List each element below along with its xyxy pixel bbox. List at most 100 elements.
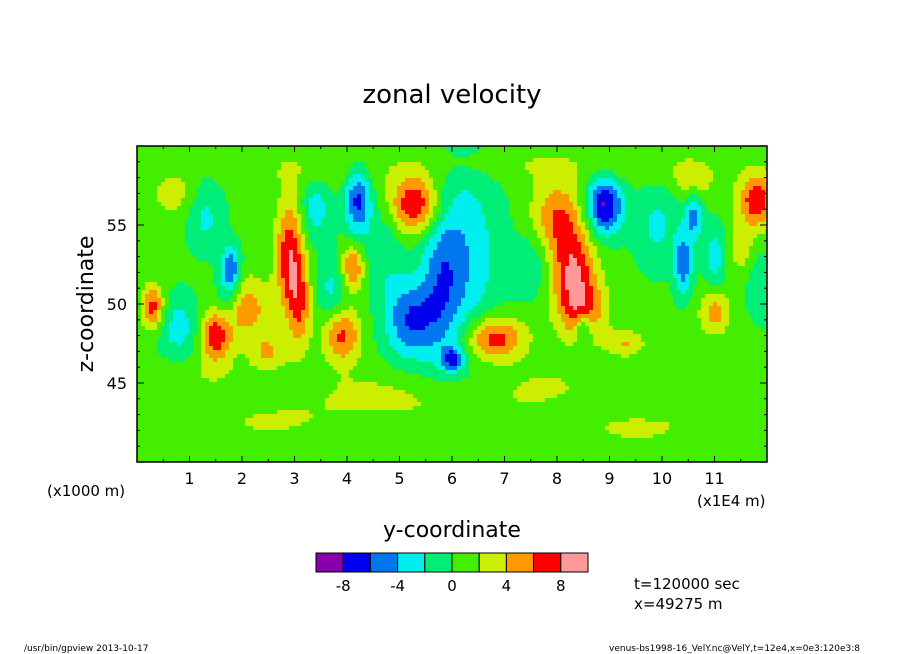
contour-cell (305, 162, 309, 166)
contour-cell (585, 246, 589, 250)
contour-cell (441, 190, 445, 194)
contour-cell (589, 230, 593, 234)
contour-cell (409, 234, 413, 238)
contour-cell (653, 158, 657, 162)
contour-cell (493, 174, 497, 178)
contour-cell (621, 266, 625, 270)
contour-cell (745, 210, 749, 214)
contour-cell (661, 198, 665, 202)
contour-cell (385, 258, 389, 262)
contour-cell (169, 266, 173, 270)
contour-cell (673, 250, 677, 254)
contour-cell (369, 222, 373, 226)
contour-cell (609, 190, 613, 194)
contour-cell (509, 258, 513, 262)
contour-cell (605, 194, 609, 198)
contour-cell (629, 158, 633, 162)
contour-cell (673, 246, 677, 250)
contour-cell (229, 254, 233, 258)
contour-cell (649, 198, 653, 202)
contour-cell (253, 210, 257, 214)
contour-cell (405, 266, 409, 270)
contour-cell (329, 246, 333, 250)
contour-cell (457, 182, 461, 186)
contour-cell (513, 246, 517, 250)
contour-cell (461, 182, 465, 186)
contour-cell (373, 150, 377, 154)
contour-cell (533, 178, 537, 182)
contour-cell (441, 206, 445, 210)
contour-cell (621, 166, 625, 170)
contour-cell (669, 214, 673, 218)
contour-cell (645, 178, 649, 182)
contour-cell (521, 158, 525, 162)
contour-cell (153, 178, 157, 182)
contour-cell (165, 230, 169, 234)
contour-cell (193, 226, 197, 230)
contour-cell (457, 214, 461, 218)
contour-cell (469, 226, 473, 230)
contour-cell (233, 182, 237, 186)
contour-cell (685, 206, 689, 210)
contour-cell (149, 158, 153, 162)
contour-cell (273, 210, 277, 214)
contour-cell (753, 166, 757, 170)
contour-cell (529, 246, 533, 250)
contour-cell (213, 254, 217, 258)
contour-cell (437, 186, 441, 190)
contour-cell (237, 242, 241, 246)
contour-cell (445, 162, 449, 166)
contour-cell (433, 170, 437, 174)
contour-cell (437, 246, 441, 250)
contour-cell (369, 254, 373, 258)
contour-cell (245, 262, 249, 266)
contour-cell (277, 246, 281, 250)
contour-cell (729, 190, 733, 194)
contour-cell (565, 174, 569, 178)
contour-cell (441, 194, 445, 198)
contour-cell (317, 222, 321, 226)
contour-cell (469, 154, 473, 158)
contour-cell (405, 218, 409, 222)
contour-cell (517, 178, 521, 182)
contour-cell (145, 214, 149, 218)
contour-cell (373, 226, 377, 230)
contour-cell (693, 190, 697, 194)
contour-cell (489, 178, 493, 182)
contour-cell (389, 250, 393, 254)
contour-cell (341, 254, 345, 258)
contour-cell (177, 270, 181, 274)
contour-cell (629, 210, 633, 214)
contour-cell (757, 226, 761, 230)
contour-cell (645, 170, 649, 174)
contour-cell (537, 226, 541, 230)
contour-cell (177, 258, 181, 262)
contour-cell (221, 182, 225, 186)
contour-cell (641, 230, 645, 234)
contour-cell (369, 246, 373, 250)
contour-cell (277, 150, 281, 154)
contour-cell (225, 166, 229, 170)
contour-cell (421, 190, 425, 194)
contour-cell (377, 262, 381, 266)
contour-cell (461, 254, 465, 258)
contour-cell (761, 166, 765, 170)
contour-cell (161, 202, 165, 206)
contour-cell (333, 162, 337, 166)
contour-cell (245, 178, 249, 182)
contour-cell (517, 262, 521, 266)
contour-cell (269, 178, 273, 182)
contour-cell (541, 178, 545, 182)
contour-cell (473, 210, 477, 214)
contour-cell (637, 262, 641, 266)
contour-cell (649, 202, 653, 206)
contour-cell (213, 178, 217, 182)
contour-cell (593, 194, 597, 198)
contour-cell (385, 206, 389, 210)
contour-cell (145, 206, 149, 210)
contour-cell (401, 218, 405, 222)
contour-cell (177, 242, 181, 246)
contour-cell (217, 230, 221, 234)
contour-cell (281, 194, 285, 198)
contour-cell (693, 158, 697, 162)
